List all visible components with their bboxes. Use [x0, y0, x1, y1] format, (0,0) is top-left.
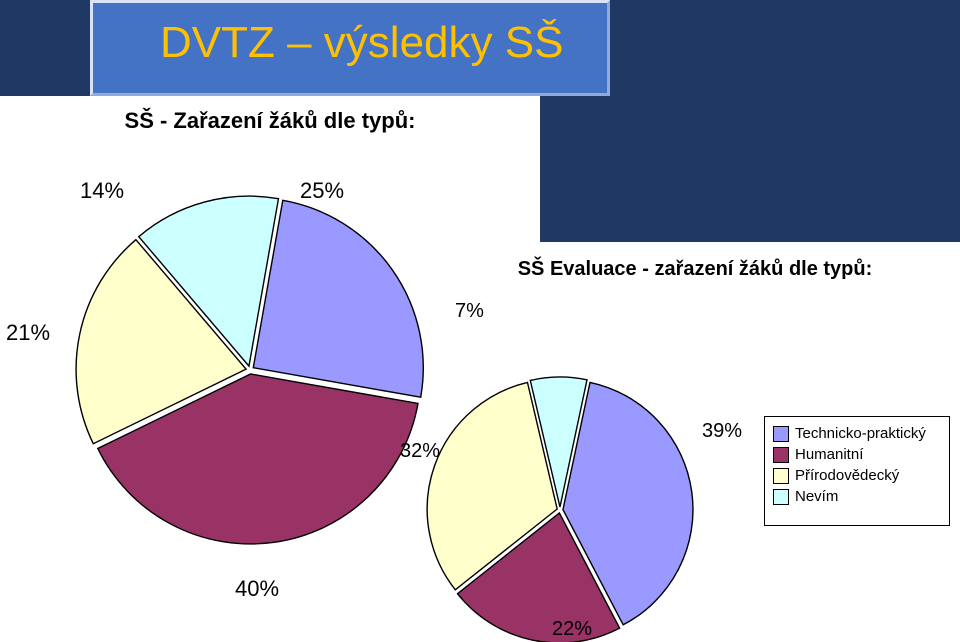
chart1-label-3: 14% — [80, 178, 124, 204]
legend-item-0: Technicko-praktický — [773, 425, 941, 442]
legend-label-0: Technicko-praktický — [795, 425, 926, 442]
chart2-label-0: 39% — [702, 420, 742, 443]
chart2-label-1: 22% — [552, 618, 592, 641]
legend-label-2: Přírodovědecký — [795, 467, 899, 484]
chart2-label-3: 7% — [455, 300, 484, 323]
legend-item-3: Nevím — [773, 488, 941, 505]
legend-label-3: Nevím — [795, 488, 838, 505]
chart1-slice-0 — [253, 200, 423, 397]
legend-item-2: Přírodovědecký — [773, 467, 941, 484]
legend: Technicko-praktický Humanitní Přírodovědec… — [764, 416, 950, 526]
slide-stage: { "canvas": { "width": 960, "height": 64… — [0, 0, 960, 642]
chart1-label-2: 21% — [6, 320, 50, 346]
legend-item-1: Humanitní — [773, 446, 941, 463]
chart2-label-2: 32% — [400, 440, 440, 463]
legend-swatch-1 — [773, 447, 789, 463]
legend-swatch-2 — [773, 468, 789, 484]
chart1-label-1: 40% — [235, 576, 279, 602]
legend-label-1: Humanitní — [795, 446, 863, 463]
legend-swatch-3 — [773, 489, 789, 505]
chart1-label-0: 25% — [300, 178, 344, 204]
legend-swatch-0 — [773, 426, 789, 442]
